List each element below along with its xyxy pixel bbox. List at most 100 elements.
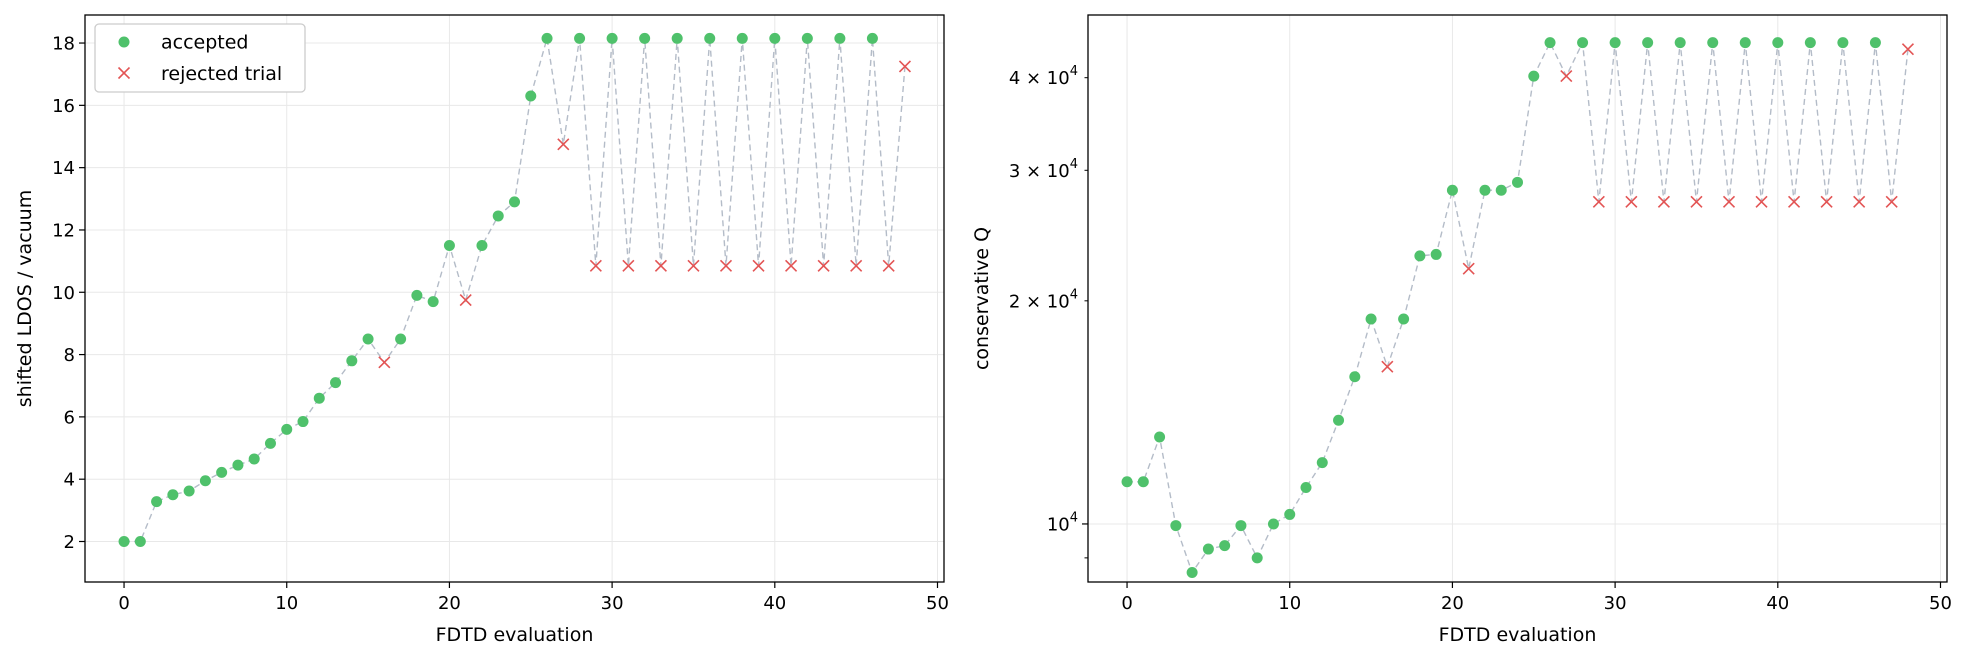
right-rejected-point <box>1722 195 1736 208</box>
right-rejected-point <box>1462 262 1475 275</box>
legend-accepted-label: accepted <box>161 32 249 54</box>
left-accepted-point <box>281 423 293 435</box>
left-rejected-point <box>817 259 830 272</box>
left-chart-ticks: 0 10 20 30 40 50 2 4 6 8 10 12 14 16 18 <box>52 34 949 614</box>
right-rejected-point <box>1381 360 1394 373</box>
left-xtick-label: 10 <box>275 593 298 614</box>
left-accepted-point <box>866 32 878 44</box>
left-rejected-point <box>898 60 912 73</box>
left-accepted-point <box>232 459 244 471</box>
left-ytick-label: 12 <box>52 220 75 241</box>
left-rejected-point <box>687 259 700 272</box>
left-accepted-point <box>443 240 455 252</box>
right-accepted-point <box>1609 37 1621 49</box>
left-accepted-point <box>574 32 586 44</box>
right-rejected-point <box>1755 195 1768 208</box>
left-rejected-point <box>378 356 391 369</box>
legend: accepted rejected trial <box>94 23 306 93</box>
right-accepted-point <box>1154 431 1166 443</box>
right-xtick-label: 50 <box>1929 593 1952 614</box>
left-ytick-label: 2 <box>64 532 75 553</box>
right-accepted-point <box>1398 313 1410 325</box>
right-accepted-point <box>1544 37 1556 49</box>
right-rejected-point <box>1690 195 1703 208</box>
right-rejected-point <box>1592 195 1605 208</box>
legend-rejected-marker <box>117 66 131 80</box>
right-accepted-point <box>1202 543 1214 555</box>
right-accepted-point <box>1316 457 1328 469</box>
right-accepted-point <box>1528 70 1540 82</box>
right-rejected-point <box>1560 70 1573 83</box>
left-accepted-point <box>118 536 130 547</box>
right-ytick-label: 3 × 104 <box>1009 157 1078 182</box>
left-rejected-point <box>785 259 798 272</box>
left-chart-grid <box>85 15 944 582</box>
right-xtick-label: 0 <box>1121 593 1132 614</box>
left-accepted-point <box>167 489 179 501</box>
left-ytick-label: 4 <box>64 470 75 491</box>
right-accepted-point <box>1479 184 1491 196</box>
right-accepted-point <box>1349 371 1361 383</box>
left-ytick-label: 18 <box>52 34 75 55</box>
left-accepted-point <box>769 32 781 44</box>
right-rejected-point <box>1853 195 1866 208</box>
right-accepted-point <box>1137 476 1149 488</box>
left-ytick-label: 14 <box>52 158 75 179</box>
right-chart-xlabel: FDTD evaluation <box>1439 624 1597 646</box>
right-chart-marks <box>1121 37 1915 579</box>
right-accepted-point <box>1577 37 1589 49</box>
left-accepted-point <box>476 240 488 252</box>
right-accepted-point <box>1707 37 1719 49</box>
left-ytick-label: 8 <box>64 345 75 366</box>
left-accepted-point <box>264 437 276 449</box>
left-accepted-point <box>183 485 195 497</box>
left-accepted-point <box>248 453 260 465</box>
left-accepted-point <box>362 333 374 345</box>
left-accepted-point <box>606 32 618 44</box>
legend-rejected-label: rejected trial <box>161 63 282 85</box>
right-accepted-point <box>1121 476 1133 488</box>
left-accepted-point <box>834 32 846 44</box>
right-accepted-point <box>1739 37 1751 49</box>
right-accepted-point <box>1512 176 1523 188</box>
legend-box <box>94 23 306 93</box>
left-accepted-point <box>639 32 651 44</box>
left-rejected-point <box>589 259 602 272</box>
left-ytick-label: 16 <box>52 96 75 117</box>
left-ytick-label: 6 <box>64 407 75 428</box>
right-accepted-point <box>1642 37 1654 49</box>
right-rejected-point <box>1625 195 1638 208</box>
left-accepted-point <box>525 90 537 102</box>
right-xtick-label: 10 <box>1278 593 1301 614</box>
right-rejected-point <box>1885 195 1898 208</box>
right-xtick-label: 40 <box>1766 593 1789 614</box>
left-accepted-point <box>330 377 342 389</box>
right-chart-grid <box>1088 15 1947 582</box>
right-accepted-point <box>1365 313 1377 325</box>
left-accepted-point <box>736 32 748 44</box>
right-accepted-point <box>1772 37 1784 49</box>
right-accepted-point <box>1219 540 1231 552</box>
left-chart: 0 10 20 30 40 50 2 4 6 8 10 12 14 16 18 FDTD evaluatio… <box>14 14 949 646</box>
left-accepted-point <box>492 210 504 222</box>
right-rejected-point <box>1820 195 1833 208</box>
right-xtick-label: 20 <box>1441 593 1464 614</box>
left-accepted-point <box>297 416 309 428</box>
left-xtick-label: 40 <box>763 593 786 614</box>
left-xtick-label: 30 <box>601 593 624 614</box>
left-accepted-point <box>541 32 553 44</box>
right-accepted-point <box>1170 520 1182 532</box>
left-chart-marks <box>118 32 912 547</box>
right-accepted-point <box>1414 250 1426 262</box>
right-ytick-label: 4 × 104 <box>1009 64 1078 89</box>
left-chart-frame <box>84 14 945 583</box>
left-xtick-label: 50 <box>926 593 949 614</box>
left-accepted-point <box>346 355 358 367</box>
left-accepted-point <box>427 296 439 308</box>
left-rejected-point <box>850 259 863 272</box>
left-accepted-point <box>509 196 520 208</box>
right-accepted-point <box>1869 37 1881 49</box>
left-rejected-point <box>622 259 635 272</box>
